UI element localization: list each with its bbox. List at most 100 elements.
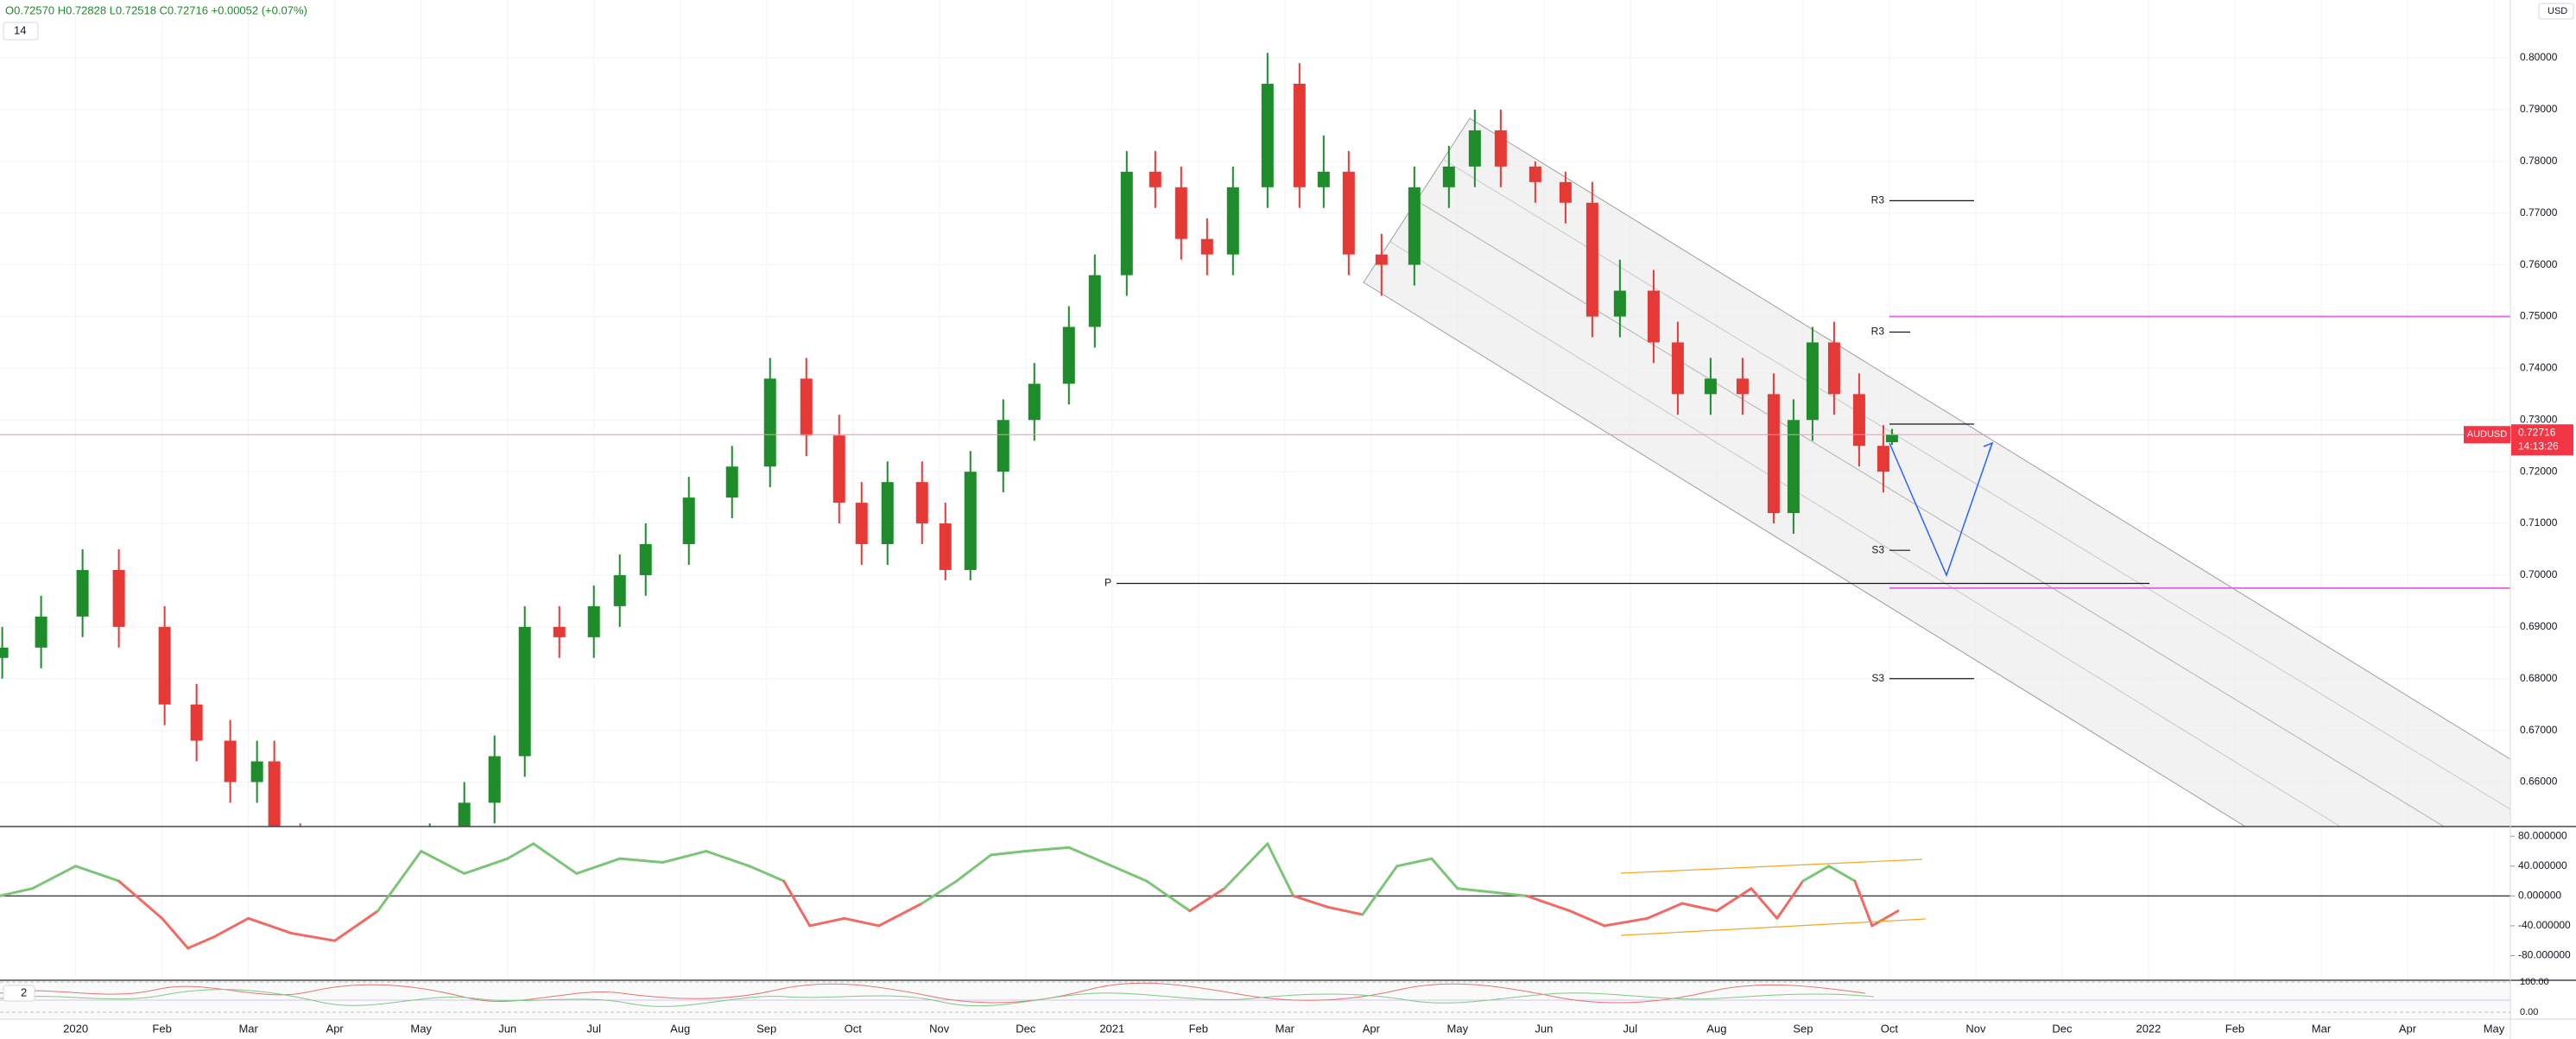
candle-body xyxy=(76,569,89,617)
candle-body xyxy=(1062,326,1075,384)
x-tick-label: 2022 xyxy=(2136,1022,2161,1035)
y-tick-label: 0.77000 xyxy=(2520,206,2558,219)
y-tick-label: -40.000000 xyxy=(2518,919,2571,931)
oscillator-segment xyxy=(0,887,35,897)
x-tick-label: Mar xyxy=(238,1022,258,1035)
candle-body xyxy=(682,497,695,545)
oscillator-segment xyxy=(990,850,1028,857)
candle-body xyxy=(1827,342,1840,395)
candle-body xyxy=(1647,290,1660,343)
oscillator-segment xyxy=(1456,887,1494,894)
y-tick-label: 100.00 xyxy=(2520,977,2549,987)
channel-line xyxy=(1443,159,2511,810)
x-tick-label: Apr xyxy=(2399,1022,2417,1035)
oscillator-segment xyxy=(187,935,216,950)
oscillator-segment xyxy=(333,909,380,942)
candle-body xyxy=(158,626,171,705)
candle-body xyxy=(553,626,566,637)
y-tick-label: 0.79000 xyxy=(2520,103,2558,115)
indicator-toggle[interactable] xyxy=(3,985,35,1002)
candle-body xyxy=(1120,171,1133,276)
candle-body xyxy=(1559,181,1572,203)
indicator-length: 14 xyxy=(14,23,26,36)
candle-body xyxy=(35,616,47,648)
oscillator-segment xyxy=(290,932,337,942)
candle-body xyxy=(1226,187,1239,255)
oscillator-segment xyxy=(1870,909,1900,928)
oscillator-segment xyxy=(506,842,535,860)
candle-body xyxy=(1468,130,1481,167)
y-tick-label: 0.76000 xyxy=(2520,258,2558,270)
oscillator-segment xyxy=(532,842,579,875)
x-tick-label: Dec xyxy=(2052,1022,2073,1035)
x-tick-label: Apr xyxy=(1363,1022,1381,1035)
oscillator-segment xyxy=(1801,865,1831,883)
candle-body xyxy=(587,605,600,637)
candle-body xyxy=(1529,166,1541,182)
candle-body xyxy=(518,626,531,757)
oscillator-segment xyxy=(420,850,466,875)
x-tick-label: Feb xyxy=(152,1022,171,1035)
y-tick-label: 0.68000 xyxy=(2520,672,2558,684)
currency: USD xyxy=(2548,6,2567,16)
oscillator-segment xyxy=(1750,887,1779,920)
oscillator-segment xyxy=(161,916,190,950)
projection-path[interactable] xyxy=(1889,442,1993,578)
oscillator-segment xyxy=(808,916,846,928)
oscillator-segment xyxy=(1715,887,1753,913)
oscillator-segment xyxy=(1646,902,1684,920)
oscillator-segment xyxy=(212,916,250,939)
candle-body xyxy=(1261,84,1274,187)
candle-body xyxy=(488,756,501,803)
y-tick-label: 0.72000 xyxy=(2520,465,2558,477)
oscillator-segment xyxy=(618,857,665,864)
x-tick-label: Mar xyxy=(2312,1022,2332,1035)
candle-body xyxy=(268,761,281,827)
candle-body xyxy=(250,761,263,782)
candle-body xyxy=(112,569,125,627)
oscillator-segment xyxy=(1827,865,1857,883)
candle-body xyxy=(1494,130,1507,167)
oscillator-segment xyxy=(843,916,881,928)
x-tick-label: Dec xyxy=(1016,1022,1036,1035)
oscillator-segment xyxy=(117,879,164,920)
candle-body xyxy=(1767,394,1780,514)
oscillator-segment xyxy=(877,902,924,928)
oscillator-segment xyxy=(1491,890,1529,897)
countdown: 14:13:26 xyxy=(2518,440,2559,452)
pivot-label: S3 xyxy=(1871,672,1884,684)
oscillator-segment xyxy=(247,916,294,935)
candle-body xyxy=(1885,434,1898,443)
x-tick-label: May xyxy=(2484,1022,2505,1035)
candle-body xyxy=(1787,420,1800,514)
x-tick-label: Oct xyxy=(845,1022,863,1035)
candle-body xyxy=(855,503,868,545)
oscillator-segment xyxy=(1525,894,1572,913)
candle-body xyxy=(1613,290,1626,317)
oscillator-segment xyxy=(921,879,959,905)
candle-body xyxy=(1442,166,1455,187)
y-tick-label: 0.66000 xyxy=(2520,776,2558,788)
candle-body xyxy=(725,466,738,498)
oscillator-segment xyxy=(1853,879,1874,928)
y-tick-label: 0.71000 xyxy=(2520,516,2558,529)
y-tick-label: 0.70000 xyxy=(2520,568,2558,580)
price-tag xyxy=(2511,424,2573,456)
trend-line xyxy=(1620,918,1927,936)
x-tick-label: Feb xyxy=(1189,1022,1208,1035)
candle-body xyxy=(1375,254,1388,265)
x-tick-label: Feb xyxy=(2225,1022,2244,1035)
y-tick-label: 0.000000 xyxy=(2518,890,2561,902)
stochastic-k xyxy=(0,982,1866,1004)
currency-button[interactable] xyxy=(2538,3,2574,20)
x-tick-label: Aug xyxy=(1706,1022,1726,1035)
candle-body xyxy=(832,435,845,504)
indicator-toggle[interactable] xyxy=(3,22,39,41)
candle-body xyxy=(190,704,203,741)
candle-body xyxy=(1200,238,1213,255)
candle-body xyxy=(881,482,894,545)
x-tick-label: Jul xyxy=(1623,1022,1638,1035)
y-tick-label: 0.67000 xyxy=(2520,724,2558,736)
x-tick-label: Sep xyxy=(1793,1022,1813,1035)
